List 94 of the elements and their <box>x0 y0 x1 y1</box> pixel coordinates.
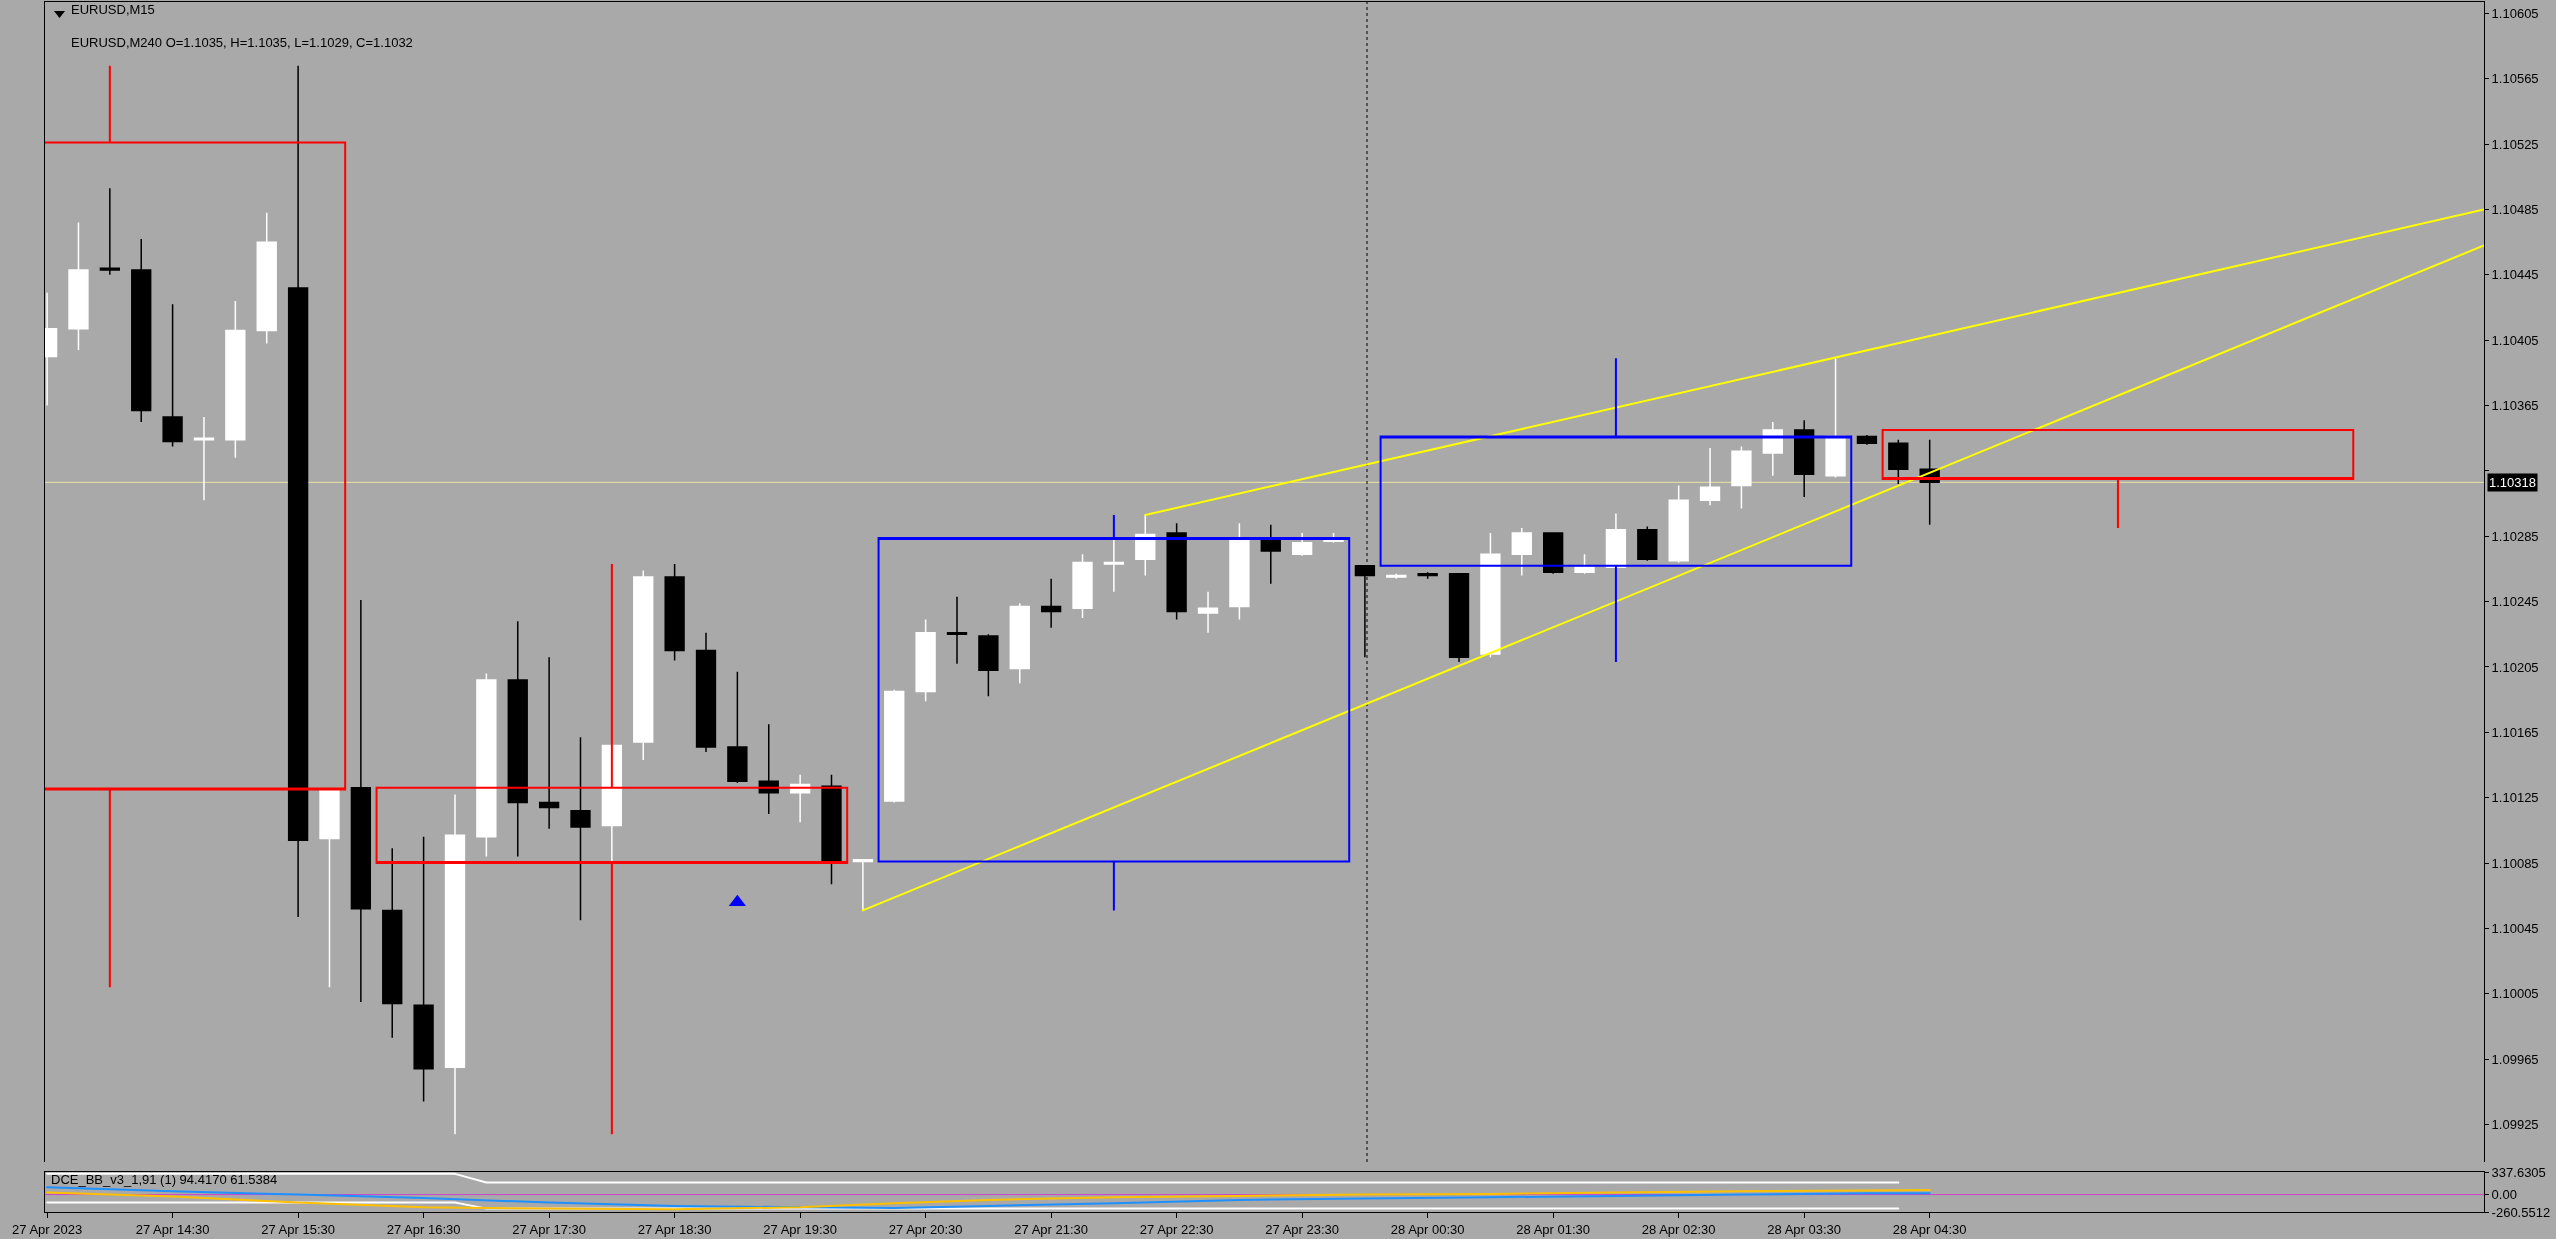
x-tick-label: 27 Apr 21:30 <box>1014 1221 1089 1237</box>
candlestick <box>1794 419 1815 498</box>
candlestick <box>538 656 560 830</box>
y-tick-label: 1.09965 <box>2491 1051 2539 1067</box>
y-tick-label: 1.10005 <box>2491 986 2539 1002</box>
x-tick-label: 28 Apr 02:30 <box>1641 1221 1716 1237</box>
candlestick <box>444 793 466 1135</box>
x-tick-label: 27 Apr 23:30 <box>1265 1221 1340 1237</box>
ref-line-label: 1.10318 <box>2489 475 2536 490</box>
y-tick-label: -260.5512 <box>2491 1204 2551 1220</box>
y-tick-label: 1.10165 <box>2491 724 2539 740</box>
candlestick <box>915 618 936 703</box>
candlestick <box>727 671 748 784</box>
candlestick <box>946 595 968 665</box>
candlestick <box>1731 445 1752 510</box>
candlestick <box>476 672 497 858</box>
x-tick-label: 27 Apr 14:30 <box>135 1221 210 1237</box>
candlestick <box>601 743 623 864</box>
candlestick <box>695 631 717 753</box>
candlestick <box>99 187 121 276</box>
y-tick-label: 1.10245 <box>2491 594 2539 610</box>
x-tick-label: 27 Apr 22:30 <box>1139 1221 1214 1237</box>
x-tick-label: 28 Apr 04:30 <box>1892 1221 1967 1237</box>
candlestick <box>1197 591 1219 634</box>
x-tick-label: 28 Apr 00:30 <box>1390 1221 1465 1237</box>
candlestick <box>1379 357 1853 664</box>
candlestick <box>162 303 183 448</box>
candlestick <box>68 221 89 351</box>
x-tick-label: 27 Apr 19:30 <box>763 1221 837 1237</box>
y-tick-label: 1.10285 <box>2491 528 2539 544</box>
candlestick <box>978 633 999 698</box>
candlestick <box>1480 532 1501 658</box>
candlestick <box>1229 522 1250 621</box>
candlestick <box>1881 429 2355 530</box>
candlestick <box>193 416 215 502</box>
x-tick-label: 27 Apr 15:30 <box>261 1221 335 1237</box>
candlestick <box>382 847 403 1039</box>
candlestick <box>1009 602 1030 685</box>
y-tick-label: 337.6305 <box>2491 1164 2546 1180</box>
x-tick-label: 27 Apr 2023 <box>12 1221 83 1237</box>
y-tick-label: 1.10405 <box>2491 332 2539 348</box>
candlestick <box>1260 524 1281 585</box>
x-tick-label: 27 Apr 18:30 <box>637 1221 712 1237</box>
candlestick <box>664 563 685 662</box>
candlestick <box>884 689 905 804</box>
candlestick <box>852 859 874 912</box>
y-tick-label: 1.10445 <box>2491 267 2539 283</box>
candlestick <box>1448 573 1470 663</box>
y-tick-label: 1.10085 <box>2491 855 2539 871</box>
candlestick <box>1543 532 1564 575</box>
candlestick <box>1699 447 1721 506</box>
y-tick-label: 1.10525 <box>2491 136 2539 152</box>
candlestick <box>1291 532 1313 557</box>
y-tick-label: 1.10045 <box>2491 920 2539 936</box>
candlestick <box>1668 484 1689 564</box>
candlestick <box>1825 357 1846 479</box>
candlestick <box>256 212 277 345</box>
candlestick <box>1888 439 1909 485</box>
y-tick-label: 0.00 <box>2491 1187 2517 1203</box>
candlestick <box>413 836 434 1103</box>
candlestick <box>1166 522 1187 621</box>
y-tick-label: 1.10125 <box>2491 790 2539 806</box>
candlestick <box>758 723 779 815</box>
chart-title: DCE_BB_v3_1,91 (1) 94.4170 61.5384 <box>51 1172 278 1188</box>
candlestick <box>131 238 152 423</box>
x-tick-label: 28 Apr 03:30 <box>1767 1221 1842 1237</box>
x-tick-label: 27 Apr 16:30 <box>386 1221 461 1237</box>
candlestick <box>633 569 654 761</box>
candlestick <box>1637 525 1658 562</box>
candlestick <box>1072 553 1093 619</box>
candlestick <box>507 620 528 858</box>
candlestick <box>225 300 246 459</box>
y-tick-label: 1.10205 <box>2491 659 2539 675</box>
x-tick-label: 28 Apr 01:30 <box>1516 1221 1591 1237</box>
y-tick-label: 1.09925 <box>2491 1116 2539 1132</box>
candlestick <box>319 788 340 988</box>
y-tick-label: 1.10365 <box>2491 398 2539 414</box>
candlestick <box>1856 434 1878 446</box>
y-tick-label: 1.10605 <box>2491 5 2539 21</box>
candlestick <box>821 774 842 885</box>
x-tick-label: 27 Apr 20:30 <box>888 1221 963 1237</box>
text: EURUSD,M240 O=1.1035, H=1.1035, L=1.1029, C=1.1032 <box>71 35 413 50</box>
y-tick-label: 1.10565 <box>2491 71 2539 87</box>
candlestick <box>375 563 849 1136</box>
candlestick <box>570 736 591 921</box>
y-tick-label: 1.10485 <box>2491 202 2539 218</box>
candlestick <box>1040 577 1062 629</box>
candlestick <box>1605 512 1627 570</box>
chart-title: EURUSD,M15 <box>71 2 155 18</box>
x-tick-label: 27 Apr 17:30 <box>512 1221 586 1237</box>
candlestick <box>350 599 372 1003</box>
candlestick <box>1511 527 1532 577</box>
candlestick <box>287 64 309 918</box>
candlestick <box>1103 537 1125 593</box>
